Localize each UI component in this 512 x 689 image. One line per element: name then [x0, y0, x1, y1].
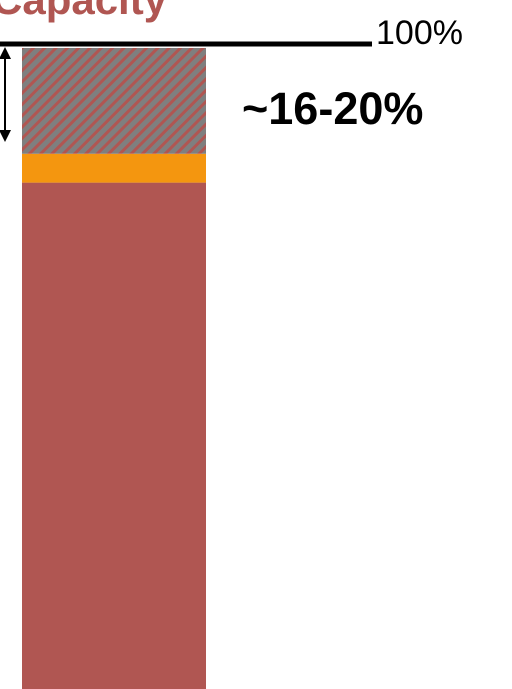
bar-segment-2	[22, 153, 206, 183]
reference-line-label: 100%	[376, 14, 463, 52]
range-arrow	[0, 47, 11, 142]
chart-title-fragment: Capacity	[0, 0, 168, 23]
bar-segment-3	[22, 48, 206, 154]
bar-segment-1	[22, 182, 206, 689]
range-annotation: ~16-20%	[242, 83, 423, 134]
stacked-bar	[22, 48, 206, 689]
